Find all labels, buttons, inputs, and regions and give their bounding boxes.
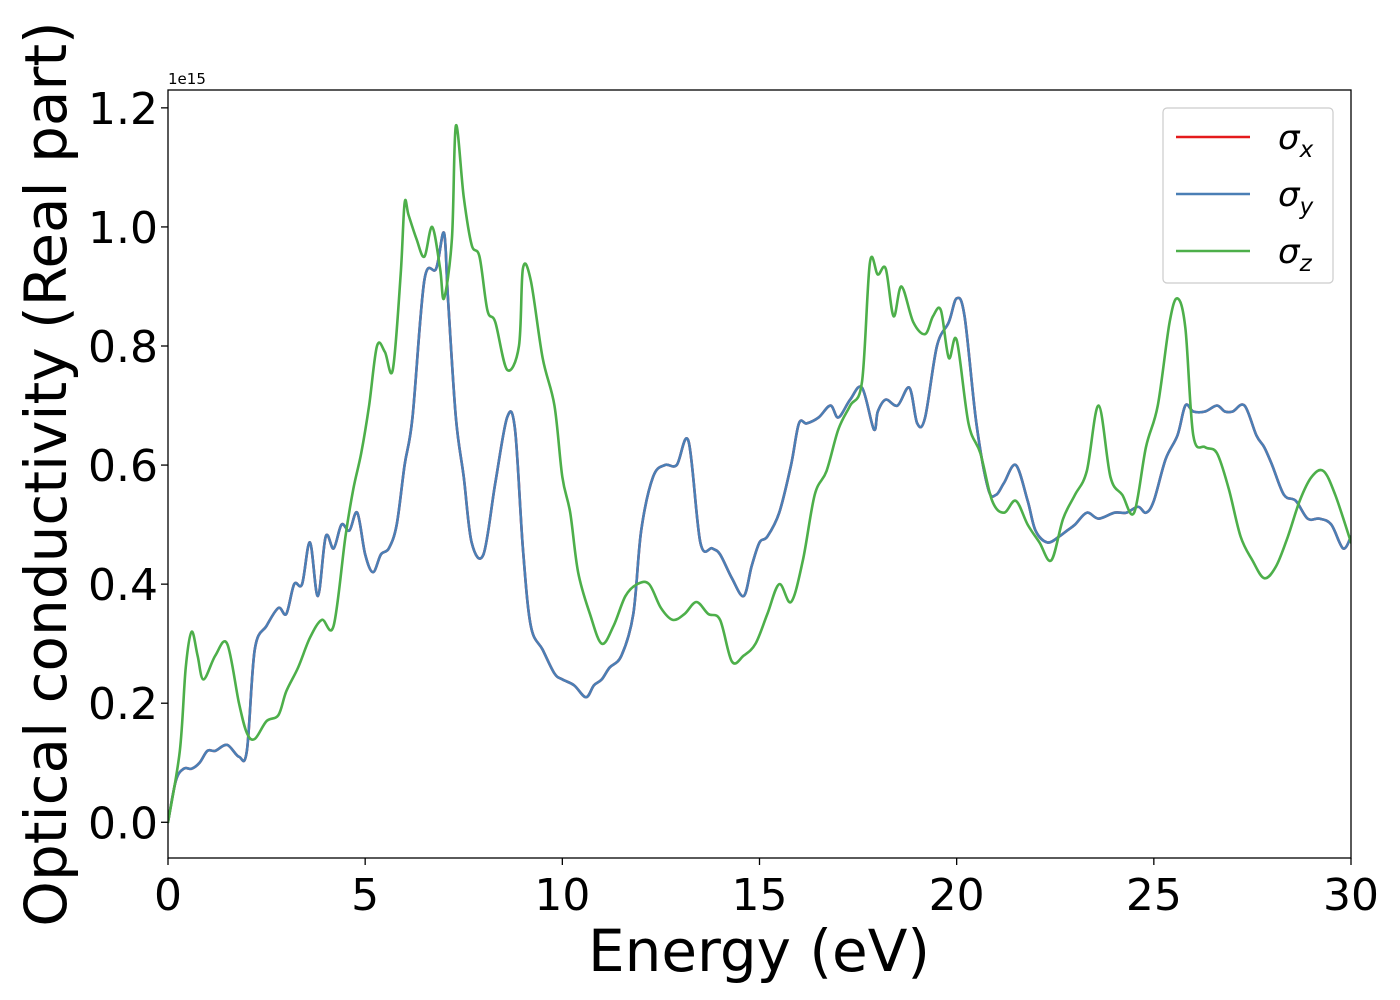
legend-label-x: σx	[1278, 118, 1314, 163]
x-tick-label: 15	[732, 870, 788, 921]
plot-area	[168, 90, 1351, 858]
axis-ticks: 0 5 10 15 20 25 30 0.0 0.2 0.4 0.6 0.8 1.0 1.2	[88, 84, 1379, 921]
y-offset-label: 1e15	[168, 70, 206, 88]
x-tick-label: 10	[534, 870, 590, 921]
legend: σx σy σz	[1162, 107, 1334, 284]
y-tick-label: 0.8	[88, 322, 158, 373]
x-tick-label: 20	[929, 870, 985, 921]
series-lines	[168, 124, 1351, 824]
legend-label-z: σz	[1278, 232, 1313, 277]
y-axis-label: Optical conductivity (Real part)	[12, 21, 80, 926]
y-tick-label: 0.4	[88, 560, 158, 611]
series-line-z	[168, 124, 1351, 824]
legend-box	[1162, 107, 1334, 284]
x-tick-label: 0	[154, 870, 182, 921]
x-tick-label: 30	[1323, 870, 1379, 921]
y-tick-label: 0.2	[88, 679, 158, 730]
y-tick-label: 1.2	[88, 84, 158, 135]
x-tick-label: 5	[351, 870, 379, 921]
y-tick-label: 0.0	[88, 798, 158, 849]
y-tick-label: 0.6	[88, 441, 158, 492]
x-axis-label: Energy (eV)	[588, 917, 930, 985]
x-tick-label: 25	[1126, 870, 1182, 921]
series-line-y	[168, 231, 1351, 824]
y-tick-label: 1.0	[88, 203, 158, 254]
legend-label-y: σy	[1278, 175, 1314, 220]
